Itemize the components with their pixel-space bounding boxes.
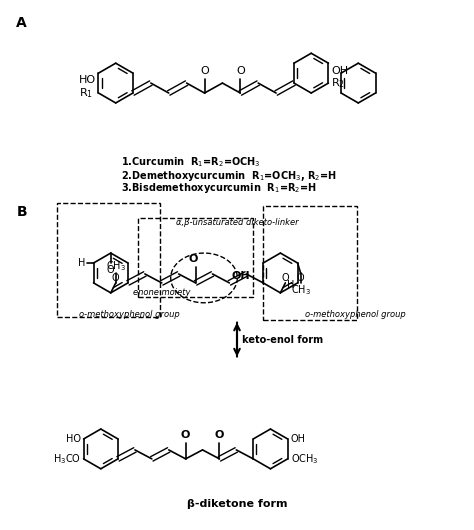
Text: A: A [16,16,27,30]
Text: enone moiety: enone moiety [133,288,191,297]
Text: O: O [112,273,119,283]
Text: α,β-unsaturated diketo-linker: α,β-unsaturated diketo-linker [176,218,298,227]
Text: 1.Curcumin  R$_1$=R$_2$=OCH$_3$: 1.Curcumin R$_1$=R$_2$=OCH$_3$ [121,156,260,170]
Text: R$_1$: R$_1$ [80,86,93,100]
Text: H$_3$CO: H$_3$CO [53,452,81,466]
Text: H: H [287,280,295,290]
Text: OH: OH [231,271,250,281]
Text: o-methoxyphenol group: o-methoxyphenol group [79,310,180,319]
Text: HO: HO [78,75,96,85]
Text: CH$_3$: CH$_3$ [106,259,126,273]
Text: keto-enol form: keto-enol form [242,334,323,344]
Text: CH$_3$: CH$_3$ [291,283,310,297]
Text: β-diketone form: β-diketone form [187,499,287,509]
Text: O: O [236,66,245,76]
Text: O: O [189,254,198,264]
Text: O: O [107,265,115,275]
Text: B: B [16,205,27,219]
Text: OCH$_3$: OCH$_3$ [291,452,319,466]
Text: 3.Bisdemethoxycurcumin  R$_1$=R$_2$=H: 3.Bisdemethoxycurcumin R$_1$=R$_2$=H [121,181,317,196]
Text: O: O [215,430,224,440]
Text: HO: HO [65,434,81,444]
Text: o-methoxyphenol group: o-methoxyphenol group [305,310,406,319]
Text: R$_2$: R$_2$ [331,76,346,90]
Text: O: O [297,273,304,283]
Text: O: O [282,273,289,283]
Text: O: O [181,430,190,440]
Text: OH: OH [291,434,306,444]
Text: H: H [78,258,86,268]
Text: 2.Demethoxycurcumin  R$_1$=OCH$_3$, R$_2$=H: 2.Demethoxycurcumin R$_1$=OCH$_3$, R$_2$… [121,169,337,182]
Text: OH: OH [331,66,348,76]
Text: O: O [200,66,209,76]
